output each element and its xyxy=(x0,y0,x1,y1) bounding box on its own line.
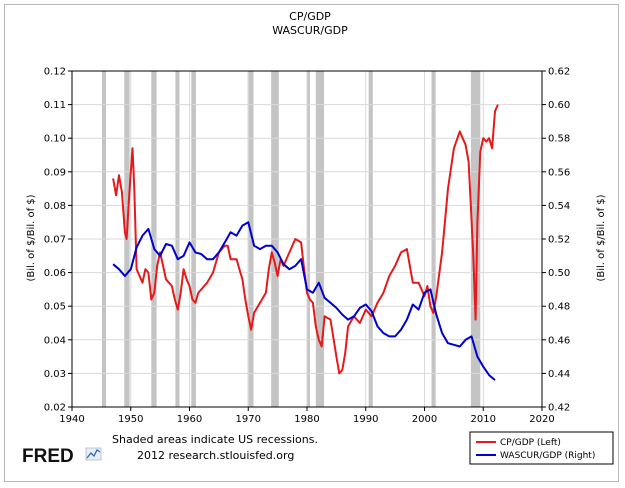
y-tick-label-right: 0.52 xyxy=(548,235,570,246)
chart-subtitle: WASCUR/GDP xyxy=(272,24,348,37)
x-tick-label: 1940 xyxy=(59,414,84,425)
x-tick-label: 1970 xyxy=(236,414,261,425)
legend: CP/GDP (Left) WASCUR/GDP (Right) xyxy=(469,431,614,465)
recession-note: Shaded areas indicate US recessions. xyxy=(112,433,318,446)
y-tick-label-right: 0.62 xyxy=(548,67,570,78)
y-tick-label-left: 0.06 xyxy=(44,268,66,279)
y-tick-label-right: 0.54 xyxy=(548,201,570,212)
series-line-wascur-gdp xyxy=(112,221,496,381)
y-axis-label-left: (Bil. of $/Bil. of $) xyxy=(26,194,37,281)
y-tick-label-right: 0.42 xyxy=(548,403,570,414)
y-tick-label-left: 0.12 xyxy=(44,67,66,78)
legend-label: CP/GDP (Left) xyxy=(500,438,561,448)
series-line-cp-gdp xyxy=(112,104,499,375)
y-tick-label-left: 0.10 xyxy=(44,134,66,145)
series-lines xyxy=(112,104,499,381)
x-tick-label: 1960 xyxy=(177,414,202,425)
y-tick-label-right: 0.46 xyxy=(548,335,570,346)
x-tick-label: 1980 xyxy=(294,414,319,425)
y-tick-label-right: 0.48 xyxy=(548,302,570,313)
x-tick-label: 2000 xyxy=(412,414,437,425)
y-tick-label-left: 0.11 xyxy=(44,100,66,111)
x-tick-label: 1950 xyxy=(118,414,143,425)
y-tick-label-left: 0.07 xyxy=(44,235,66,246)
fred-logo: FRED xyxy=(22,446,102,467)
y-tick-label-left: 0.05 xyxy=(44,302,66,313)
y-tick-label-right: 0.60 xyxy=(548,100,570,111)
chart-frame xyxy=(4,4,619,482)
x-tick-label: 2020 xyxy=(529,414,554,425)
y-tick-label-left: 0.08 xyxy=(44,201,66,212)
y-tick-label-right: 0.56 xyxy=(548,167,570,178)
chart-title: CP/GDP xyxy=(289,10,331,23)
y-tick-label-right: 0.44 xyxy=(548,369,570,380)
y-tick-label-left: 0.02 xyxy=(44,403,66,414)
x-tick-label: 2010 xyxy=(471,414,496,425)
legend-box xyxy=(469,431,614,465)
legend-label: WASCUR/GDP (Right) xyxy=(500,451,595,461)
y-tick-label-left: 0.04 xyxy=(44,335,66,346)
y-tick-label-left: 0.03 xyxy=(44,369,66,380)
y-tick-label-right: 0.58 xyxy=(548,134,570,145)
y-tick-label-right: 0.50 xyxy=(548,268,570,279)
source-text: 2012 research.stlouisfed.org xyxy=(137,449,294,462)
x-tick-label: 1990 xyxy=(353,414,378,425)
y-tick-label-left: 0.09 xyxy=(44,167,66,178)
y-axis-label-right: (Bil. of $/Bil. of $) xyxy=(596,194,607,281)
chart-line-icon xyxy=(85,447,102,461)
fred-logo-text: FRED xyxy=(22,446,74,467)
axis-ticks: 1940 1950 1960 1970 1980 1990 2000 2010 2020 0.02… xyxy=(44,67,571,426)
